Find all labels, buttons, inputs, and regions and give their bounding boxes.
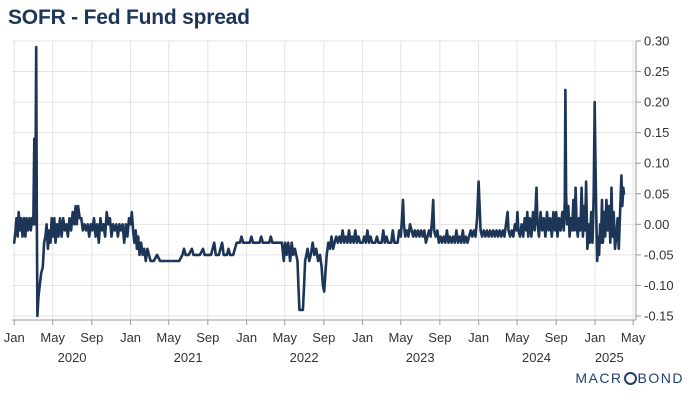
x-tick-label: Jan [236,330,257,345]
chart-title: SOFR - Fed Fund spread [8,6,250,29]
x-tick-label: Sep [428,330,451,345]
y-tick-label: 0.05 [644,186,669,201]
y-tick-label: 0.25 [644,64,669,79]
x-year-label: 2023 [406,350,435,365]
x-tick-label: May [272,330,297,345]
x-tick-label: May [621,330,646,345]
x-tick-label: May [156,330,181,345]
x-tick-label: May [388,330,413,345]
x-year-label: 2021 [174,350,203,365]
series-line [12,45,626,318]
y-tick-label: 0.15 [644,125,669,140]
x-tick-label: Jan [120,330,141,345]
x-tick-label: Sep [545,330,568,345]
y-tick-label: -0.10 [644,278,674,293]
x-tick-label: May [505,330,530,345]
x-year-label: 2022 [290,350,319,365]
x-year-label: 2020 [58,350,87,365]
logo-o-icon [623,371,637,385]
y-tick-label: 0.30 [644,34,669,49]
x-tick-label: Sep [312,330,335,345]
macrobond-logo: MACR BOND [575,370,684,386]
x-tick-label: Jan [468,330,489,345]
x-axis: Jan May Sep Jan May Sep Jan May Sep Jan May Sep Jan M… [4,319,646,365]
y-tick-label: 0.10 [644,156,669,171]
x-tick-label: Jan [4,330,25,345]
y-tick-label: 0.00 [644,217,669,232]
x-tick-label: Sep [196,330,219,345]
logo-text-left: MACR [575,370,623,386]
series-layer [12,45,626,318]
x-year-label: 2025 [595,350,624,365]
y-tick-label: -0.15 [644,309,674,324]
y-axis: 0.30 0.25 0.20 0.15 0.10 0.05 0.00 -0.05 -0.10 -0… [635,34,674,324]
x-tick-label: Jan [352,330,373,345]
x-tick-label: May [40,330,65,345]
y-tick-label: 0.20 [644,95,669,110]
logo-text-right: BOND [637,370,684,386]
y-tick-label: -0.05 [644,247,674,262]
x-tick-label: Jan [585,330,606,345]
x-year-label: 2024 [522,350,551,365]
x-tick-label: Sep [80,330,103,345]
